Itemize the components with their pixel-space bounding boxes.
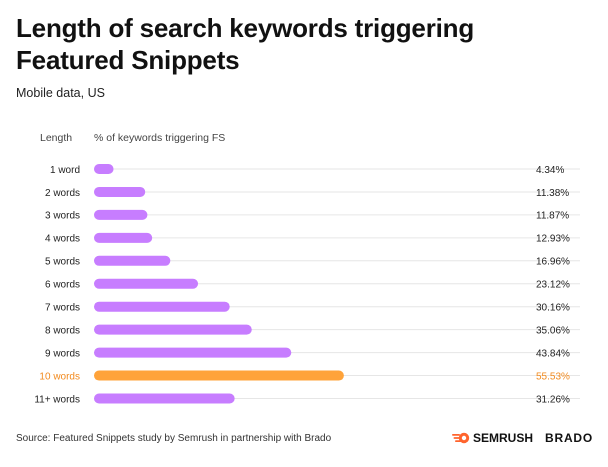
category-label: 5 words bbox=[45, 257, 80, 268]
semrush-wordmark: SEMRUSH bbox=[473, 431, 534, 445]
value-label: 55.53% bbox=[536, 371, 570, 382]
category-label: 11+ words bbox=[34, 394, 80, 405]
value-label: 30.16% bbox=[536, 303, 570, 314]
value-label: 43.84% bbox=[536, 348, 570, 359]
bar bbox=[94, 301, 230, 312]
category-label: 3 words bbox=[45, 211, 80, 222]
category-label: 7 words bbox=[45, 303, 80, 314]
semrush-logo: SEMRUSH bbox=[452, 431, 533, 445]
value-label: 12.93% bbox=[536, 234, 570, 245]
category-label: 9 words bbox=[45, 348, 80, 359]
column-header-length: Length bbox=[40, 132, 73, 144]
bar bbox=[94, 209, 148, 220]
bar bbox=[94, 255, 171, 266]
value-label: 4.34% bbox=[536, 165, 564, 176]
category-label: 4 words bbox=[45, 234, 80, 245]
source-note: Source: Featured Snippets study by Semru… bbox=[16, 433, 332, 444]
category-label: 6 words bbox=[45, 280, 80, 291]
partner-logos: SEMRUSH BRADO bbox=[452, 428, 593, 448]
bar bbox=[94, 278, 199, 289]
bar bbox=[94, 393, 235, 404]
value-label: 16.96% bbox=[536, 257, 570, 268]
chart-title: Length of search keywords triggering Fea… bbox=[16, 13, 474, 75]
bar bbox=[94, 370, 344, 381]
bar bbox=[94, 324, 252, 335]
bar bbox=[94, 164, 114, 174]
value-label: 31.26% bbox=[536, 394, 570, 405]
category-label: 10 words bbox=[39, 371, 80, 382]
semrush-flame-icon bbox=[452, 432, 470, 444]
bar-chart: 1 word 4.34% 2 words 11.38% 3 words 11.87% 4 w… bbox=[34, 164, 580, 405]
category-label: 8 words bbox=[45, 325, 80, 336]
column-header-percent: % of keywords triggering FS bbox=[94, 132, 226, 144]
value-label: 11.38% bbox=[536, 188, 569, 199]
bar bbox=[94, 186, 146, 197]
value-label: 11.87% bbox=[536, 211, 569, 222]
bar bbox=[94, 232, 153, 243]
bar bbox=[94, 347, 292, 358]
category-label: 1 word bbox=[50, 165, 80, 176]
value-label: 23.12% bbox=[536, 280, 570, 291]
brado-logo: BRADO bbox=[545, 431, 594, 445]
chart-subtitle: Mobile data, US bbox=[16, 86, 105, 100]
value-label: 35.06% bbox=[536, 325, 570, 336]
category-label: 2 words bbox=[45, 188, 80, 199]
